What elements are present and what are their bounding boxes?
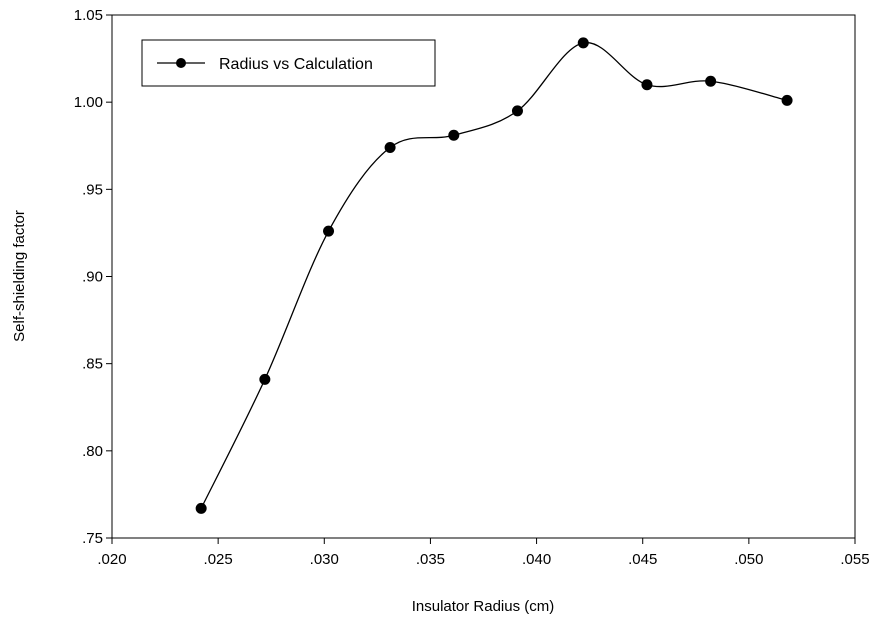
y-axis-title: Self-shielding factor: [11, 210, 28, 342]
x-tick-label: .030: [310, 551, 339, 568]
data-point: [448, 129, 460, 141]
x-axis: .020 .025 .030 .035 .040 .045 .050 .055: [97, 538, 870, 568]
y-axis: .75 .80 .85 .90 .95 1.00 1.05: [74, 7, 112, 547]
y-tick-label: .85: [82, 356, 103, 373]
data-point: [781, 94, 793, 106]
series-line: [200, 42, 788, 509]
data-point: [641, 79, 653, 91]
plot-frame: [111, 14, 856, 539]
data-point: [577, 37, 589, 49]
series-layer: [195, 37, 793, 514]
x-tick-label: .020: [97, 551, 126, 568]
y-tick-label: 1.00: [74, 94, 103, 111]
plot-area: [111, 14, 856, 539]
data-point: [384, 141, 396, 153]
x-tick-label: .055: [840, 551, 869, 568]
data-point: [511, 105, 523, 117]
data-point: [259, 373, 271, 385]
data-point: [195, 502, 207, 514]
x-tick-label: .050: [734, 551, 763, 568]
y-tick-label: .90: [82, 269, 103, 286]
y-tick-label: .80: [82, 443, 103, 460]
legend-marker: [176, 58, 186, 68]
y-tick-label: .95: [82, 181, 103, 198]
x-tick-label: .045: [628, 551, 657, 568]
data-point: [705, 75, 717, 87]
legend-label: Radius vs Calculation: [219, 56, 373, 73]
legend: Radius vs Calculation: [141, 39, 436, 87]
x-tick-label: .040: [522, 551, 551, 568]
x-axis-title: Insulator Radius (cm): [412, 598, 555, 615]
data-point: [323, 225, 335, 237]
x-tick-label: .035: [416, 551, 445, 568]
y-tick-label: .75: [82, 530, 103, 547]
x-tick-label: .025: [204, 551, 233, 568]
y-tick-label: 1.05: [74, 7, 103, 24]
